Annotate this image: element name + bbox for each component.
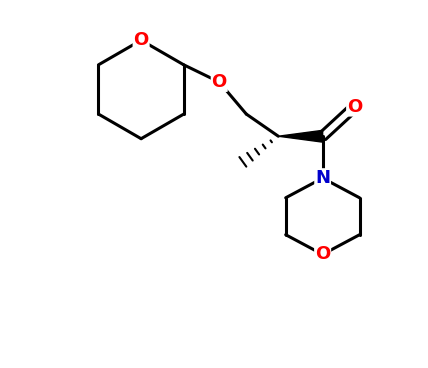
- Text: O: O: [134, 31, 149, 49]
- Text: O: O: [347, 98, 362, 116]
- Text: O: O: [315, 245, 330, 263]
- Polygon shape: [278, 130, 323, 142]
- Text: N: N: [315, 169, 330, 187]
- Text: O: O: [211, 73, 227, 91]
